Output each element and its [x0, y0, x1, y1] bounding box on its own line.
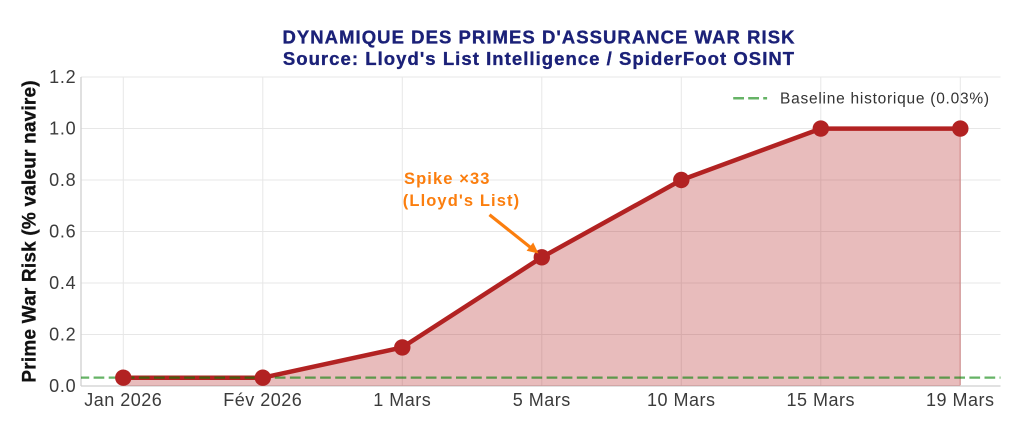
svg-text:(Lloyd's List): (Lloyd's List) [403, 192, 520, 210]
svg-text:1.2: 1.2 [49, 67, 76, 87]
svg-text:0.8: 0.8 [49, 170, 76, 190]
svg-text:0.2: 0.2 [49, 325, 76, 345]
svg-text:Prime War Risk (% valeur navir: Prime War Risk (% valeur navire) [20, 80, 41, 382]
svg-text:Baseline historique (0.03%): Baseline historique (0.03%) [780, 91, 990, 108]
svg-text:Spike ×33: Spike ×33 [404, 170, 491, 188]
svg-text:0.4: 0.4 [49, 273, 76, 293]
svg-text:DYNAMIQUE DES PRIMES D'ASSURAN: DYNAMIQUE DES PRIMES D'ASSURANCE WAR RIS… [282, 27, 795, 48]
svg-text:15 Mars: 15 Mars [787, 390, 856, 410]
svg-text:19 Mars: 19 Mars [926, 390, 995, 410]
svg-text:1.0: 1.0 [49, 119, 76, 139]
svg-text:0.6: 0.6 [49, 222, 76, 242]
svg-text:Jan 2026: Jan 2026 [84, 390, 162, 410]
svg-text:0.0: 0.0 [49, 376, 76, 396]
svg-text:Fév 2026: Fév 2026 [223, 390, 302, 410]
svg-text:1 Mars: 1 Mars [373, 390, 431, 410]
svg-text:5 Mars: 5 Mars [513, 390, 571, 410]
svg-text:Source: Lloyd's List Intellige: Source: Lloyd's List Intelligence / Spid… [283, 48, 795, 69]
svg-text:10 Mars: 10 Mars [647, 390, 716, 410]
